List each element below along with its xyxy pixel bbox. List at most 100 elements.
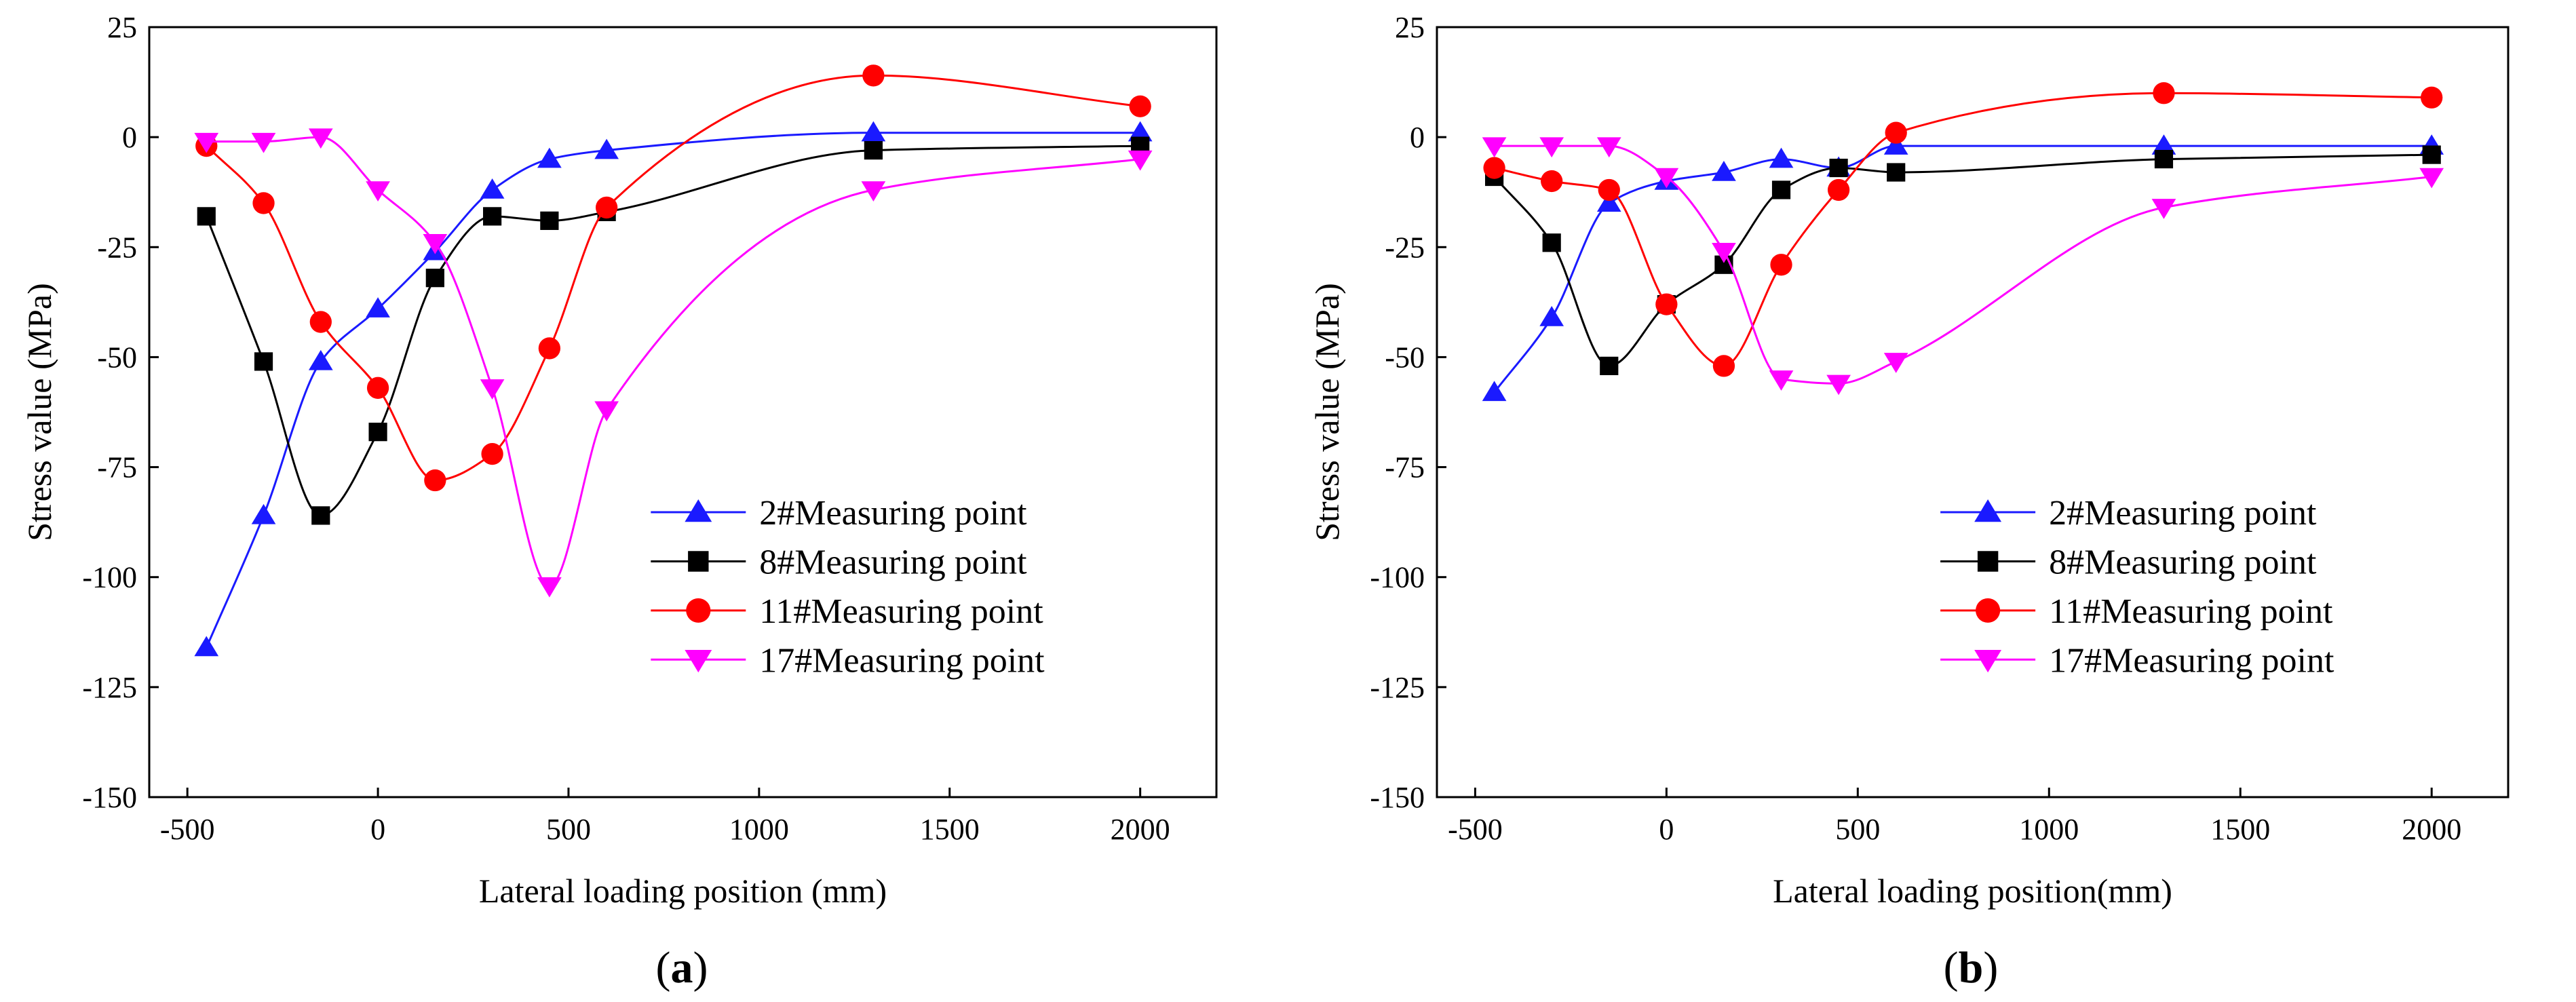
data-point (194, 132, 219, 153)
y-tick-label: -75 (97, 451, 137, 484)
data-point (2151, 134, 2176, 155)
data-point (366, 181, 390, 201)
data-point (254, 352, 273, 371)
data-point (1887, 163, 1906, 182)
legend: 2#Measuring point 8#Measuring point 11#Mea… (651, 494, 1045, 680)
legend-label: 2#Measuring point (759, 494, 1027, 533)
data-point (1769, 147, 1794, 168)
data-point (1829, 158, 1848, 178)
legend-item: 2#Measuring point (1940, 494, 2317, 533)
data-point (1885, 121, 1907, 144)
series-line (1493, 153, 2432, 367)
legend-item: 17#Measuring point (1940, 641, 2334, 680)
data-point (2153, 82, 2175, 104)
legend-label: 11#Measuring point (759, 592, 1043, 631)
legend-marker (688, 551, 709, 572)
legend-item: 2#Measuring point (651, 494, 1027, 533)
x-tick-label: -500 (1448, 813, 1503, 846)
plot-frame (148, 26, 1218, 798)
series-line (205, 132, 1140, 649)
data-point (1128, 121, 1153, 142)
series-3 (195, 64, 1151, 492)
data-point (2151, 199, 2176, 219)
y-tick-label: -125 (1370, 671, 1425, 704)
chart-panel-b: -150 -125 -100 -75 -50 -25 0 25 -500 0 500 1000 1500… (1308, 11, 2510, 993)
data-point (251, 132, 276, 153)
data-point (2419, 168, 2444, 189)
data-point (862, 64, 885, 87)
data-point (480, 379, 505, 400)
y-tick-label: -150 (1370, 781, 1425, 814)
plot-frame (1436, 26, 2510, 798)
legend: 2#Measuring point 8#Measuring point 11#Mea… (1940, 494, 2334, 680)
data-point (308, 128, 333, 149)
data-point (537, 147, 562, 168)
legend-item: 11#Measuring point (651, 592, 1043, 631)
data-point (594, 138, 619, 159)
series-line (205, 144, 1140, 517)
data-point (861, 121, 886, 142)
data-point (594, 401, 619, 422)
data-point (1483, 157, 1505, 179)
data-point (538, 337, 561, 360)
x-tick-label: 1500 (920, 813, 980, 846)
data-point (540, 211, 559, 230)
series-line (1493, 144, 2432, 393)
data-point (194, 636, 219, 657)
data-point (481, 442, 503, 465)
data-point (1883, 134, 1908, 155)
series-line (1494, 144, 2432, 385)
y-tick-label: 25 (1395, 11, 1425, 44)
data-point (368, 423, 387, 442)
series-1 (1482, 134, 2444, 402)
legend-label: 8#Measuring point (759, 543, 1027, 581)
data-point (1598, 178, 1620, 201)
x-tick-label: 2000 (1111, 813, 1170, 846)
y-tick-label: -50 (97, 341, 137, 374)
data-point (251, 503, 276, 524)
legend-label: 17#Measuring point (2049, 641, 2334, 680)
legend-item: 8#Measuring point (1940, 543, 2317, 581)
series-line (206, 136, 1140, 587)
data-point (1826, 374, 1851, 396)
y-axis-title: Stress value (MPa) (1308, 283, 1346, 541)
panel-label: (b) (1944, 943, 1999, 993)
series-4 (194, 128, 1153, 598)
data-point (1712, 161, 1736, 181)
chart-panel-a: -150 -125 -100 -75 -50 -25 0 25 -500 0 500 1000 1500… (20, 11, 1218, 993)
data-point (311, 506, 330, 525)
data-point (308, 349, 333, 370)
data-point (1129, 95, 1151, 117)
x-axis-title: Lateral loading position (mm) (479, 872, 887, 910)
data-point (483, 207, 502, 226)
series-2 (197, 136, 1150, 525)
panel-label-letter: b (1959, 943, 1984, 993)
legend-marker (685, 499, 712, 522)
panel-label: (a) (656, 943, 708, 993)
y-tick-label: 0 (122, 121, 137, 154)
legend-label: 11#Measuring point (2049, 592, 2333, 631)
data-point (425, 269, 444, 288)
legend-marker (685, 650, 712, 673)
x-tick-label: 500 (1835, 813, 1880, 846)
series-3 (1483, 82, 2443, 377)
series-2 (1484, 145, 2441, 375)
panel-label-letter: a (671, 943, 693, 993)
data-point (595, 196, 618, 219)
data-point (537, 577, 562, 598)
y-tick-label: -150 (82, 781, 137, 814)
y-axis-title: Stress value (MPa) (20, 283, 58, 541)
data-point (1655, 293, 1678, 315)
legend-item: 8#Measuring point (651, 543, 1027, 581)
data-point (1654, 168, 1679, 189)
data-point (1712, 243, 1736, 263)
series-line (206, 74, 1140, 482)
x-tick-label: 1500 (2210, 813, 2270, 846)
series-1 (194, 121, 1153, 657)
data-point (1712, 355, 1735, 377)
x-tick-label: 2000 (2402, 813, 2461, 846)
y-tick-label: 25 (107, 11, 137, 44)
data-point (2421, 86, 2443, 109)
x-tick-label: 1000 (2019, 813, 2079, 846)
